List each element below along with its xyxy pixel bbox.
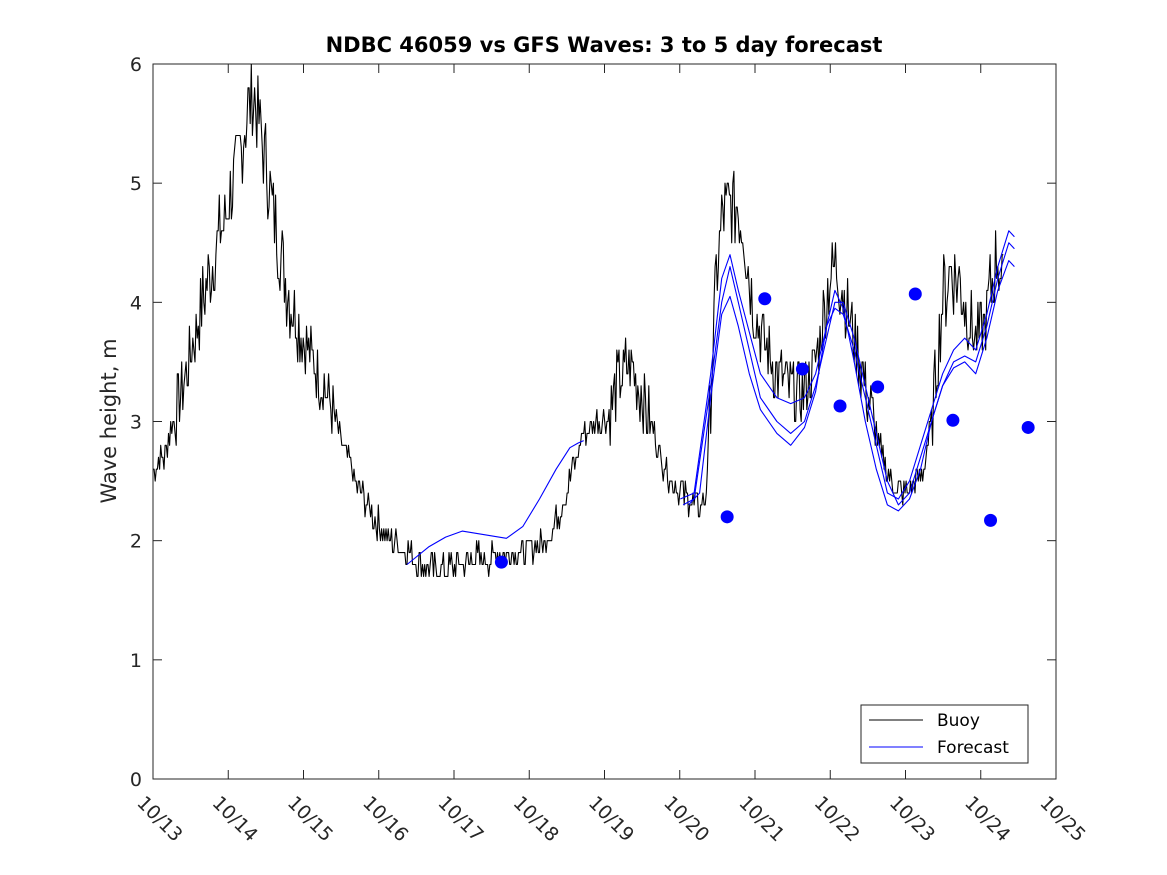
forecast-marker — [1021, 420, 1035, 434]
y-tick-label: 3 — [130, 412, 142, 434]
series-group — [153, 64, 1035, 577]
y-tick-label: 5 — [130, 173, 142, 195]
legend: Buoy Forecast — [860, 704, 1029, 764]
forecast-marker — [494, 555, 508, 569]
forecast-line — [680, 230, 1015, 500]
forecast-marker — [871, 380, 885, 394]
y-tick-label: 0 — [130, 769, 142, 791]
legend-forecast-label: Forecast — [937, 738, 1009, 758]
y-tick-label: 6 — [130, 54, 142, 76]
y-axis-label: Wave height, m — [97, 338, 121, 503]
y-tick-label: 4 — [130, 292, 142, 314]
forecast-marker — [795, 362, 809, 376]
forecast-marker — [833, 399, 847, 413]
y-tick-label: 1 — [130, 650, 142, 672]
legend-buoy-label: Buoy — [937, 711, 980, 731]
forecast-marker — [720, 510, 734, 524]
forecast-line — [688, 260, 1015, 512]
buoy-line — [153, 64, 1004, 577]
y-tick-label: 2 — [130, 531, 142, 553]
forecast-line — [406, 440, 584, 565]
forecast-line — [682, 242, 1015, 506]
forecast-marker — [946, 413, 960, 427]
forecast-marker — [758, 292, 772, 306]
legend-box — [860, 704, 1029, 764]
forecast-marker — [984, 513, 998, 527]
forecast-marker — [908, 287, 922, 301]
chart-title: NDBC 46059 vs GFS Waves: 3 to 5 day fore… — [326, 33, 883, 57]
